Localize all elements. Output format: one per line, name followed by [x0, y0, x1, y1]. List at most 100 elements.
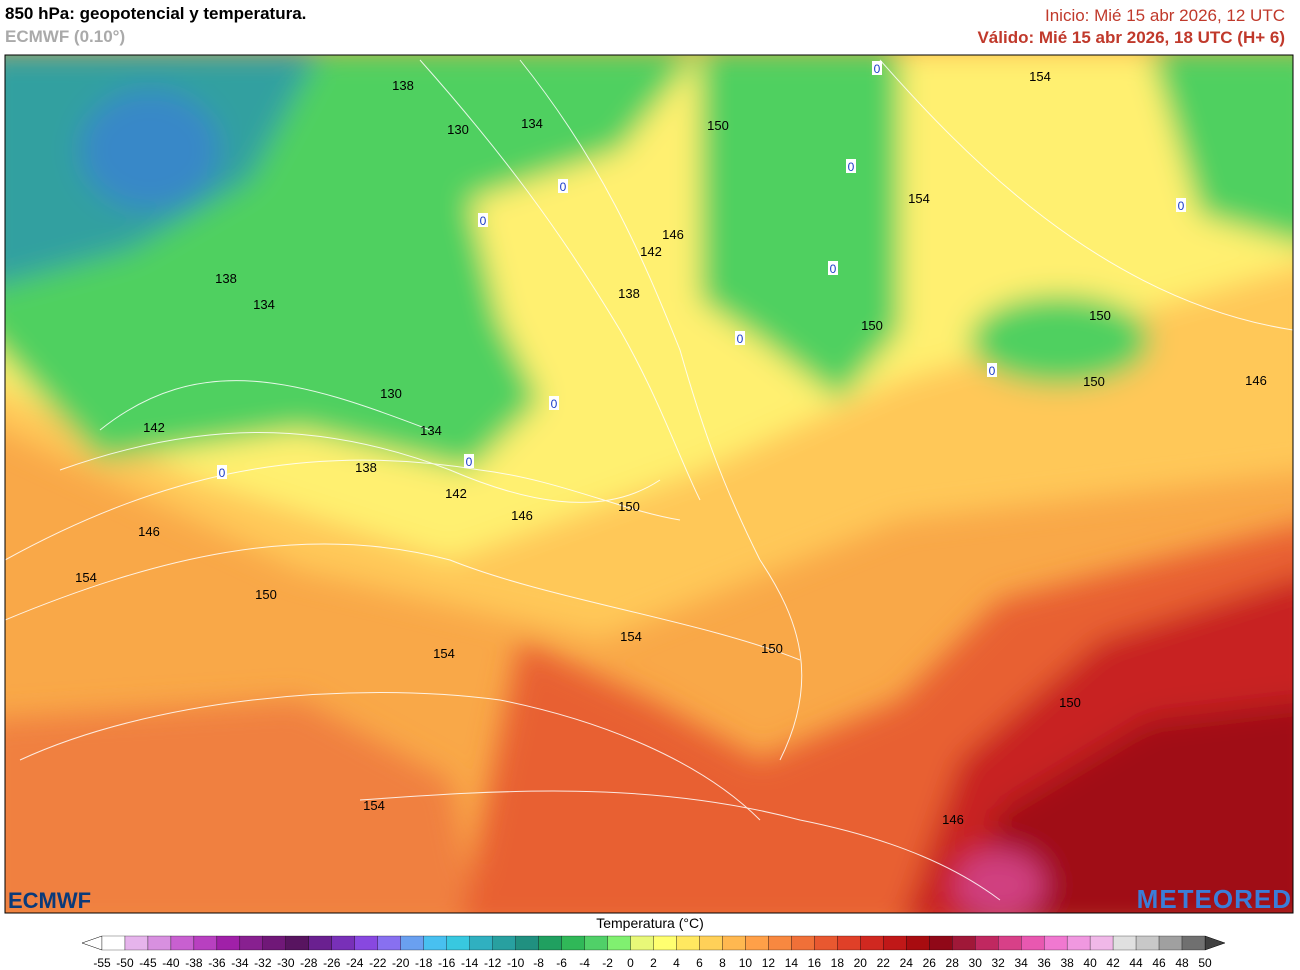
colorbar-tick-label: 36 [1037, 956, 1051, 970]
colorbar-segment [998, 935, 1022, 951]
contour-label: 154 [433, 646, 455, 661]
freezing-label: 0 [466, 455, 473, 469]
colorbar-tick-label: 8 [719, 956, 726, 970]
contour-label: 134 [253, 297, 275, 312]
colorbar-tick-label: 32 [992, 956, 1006, 970]
freezing-label-box [987, 363, 997, 377]
colorbar-segment [1181, 935, 1206, 951]
freezing-label: 0 [551, 397, 558, 411]
colorbar-segment [722, 935, 746, 951]
colorbar-segment [607, 935, 631, 951]
freezing-label-box [735, 331, 745, 345]
colorbar-tick-label: -38 [185, 956, 203, 970]
contour-label: 154 [908, 191, 930, 206]
colorbar-tick-label: 22 [877, 956, 891, 970]
colorbar-segment [147, 935, 172, 951]
freezing-label-box [549, 396, 559, 410]
colorbar-segment [193, 935, 218, 951]
colorbar-segment [630, 935, 654, 951]
contour-label: 142 [445, 486, 467, 501]
contour-label: 130 [380, 386, 402, 401]
contour-label: 150 [707, 118, 729, 133]
colorbar-tick-label: -18 [415, 956, 433, 970]
logo-ecmwf: ECMWF [8, 888, 92, 913]
colorbar-segment [492, 935, 516, 951]
colorbar-segment [906, 935, 930, 951]
colorbar-tick-label: 12 [762, 956, 776, 970]
colorbar-segment [584, 935, 608, 951]
title: 850 hPa: geopotencial y temperatura. [5, 4, 307, 23]
colorbar-tick-label: 40 [1083, 956, 1097, 970]
colorbar-tick-label: 48 [1175, 956, 1189, 970]
colorbar-tick-label: 28 [946, 956, 960, 970]
colorbar-segment [860, 935, 884, 951]
contour-label: 134 [420, 423, 442, 438]
colorbar-segment [1066, 935, 1091, 951]
contour-label: 142 [143, 420, 165, 435]
colorbar-tick-label: 30 [969, 956, 983, 970]
colorbar-tick-label: 44 [1129, 956, 1143, 970]
freezing-label-box [1176, 198, 1186, 212]
contour-label: 150 [255, 587, 277, 602]
freezing-label-box [872, 61, 882, 75]
contour-label: 150 [1083, 374, 1105, 389]
colorbar-segment [791, 935, 815, 951]
colorbar-tick-label: -28 [300, 956, 318, 970]
colorbar-tick-label: 0 [627, 956, 634, 970]
colorbar-segment [423, 935, 447, 951]
colorbar-segment [538, 935, 562, 951]
colorbar-tick-label: -32 [254, 956, 272, 970]
colorbar-segment [1021, 935, 1045, 951]
colorbar-segment [101, 935, 126, 951]
colorbar-segment [285, 935, 309, 951]
colorbar-segment [1089, 935, 1114, 951]
colorbar-tick-label: 16 [808, 956, 822, 970]
freezing-label: 0 [219, 466, 226, 480]
freezing-label: 0 [560, 180, 567, 194]
colorbar-tick-label: 6 [696, 956, 703, 970]
colorbar-segment [377, 935, 401, 951]
colorbar-tick-label: -36 [208, 956, 226, 970]
colorbar-segment [837, 935, 861, 951]
colorbar-over [1204, 935, 1226, 951]
colorbar-segment [745, 935, 769, 951]
colorbar-tick-label: -14 [461, 956, 479, 970]
colorbar-segment [400, 935, 424, 951]
colorbar-tick-label: -20 [392, 956, 410, 970]
freezing-label-box [558, 179, 568, 193]
contour-label: 154 [75, 570, 97, 585]
contour-label: 154 [1029, 69, 1051, 84]
valid-time: Válido: Mié 15 abr 2026, 18 UTC (H+ 6) [977, 28, 1285, 47]
colorbar-segment [170, 935, 195, 951]
colorbar-segment [1158, 935, 1183, 951]
freezing-label-box [828, 261, 838, 275]
colorbar-tick-label: 18 [831, 956, 845, 970]
colorbar-segment [515, 935, 539, 951]
contour-label: 138 [355, 460, 377, 475]
freezing-label-box [478, 213, 488, 227]
contour-label: 154 [363, 798, 385, 813]
colorbar-segment [446, 935, 470, 951]
contour-label: 150 [861, 318, 883, 333]
colorbar-segment [699, 935, 723, 951]
legend-title: Temperatura (°C) [596, 915, 704, 931]
colorbar-tick-label: 50 [1198, 956, 1212, 970]
contour-label: 146 [511, 508, 533, 523]
freezing-label: 0 [480, 214, 487, 228]
map-frame [4, 54, 1294, 914]
contour-label: 138 [618, 286, 640, 301]
colorbar-tick-label: -55 [93, 956, 111, 970]
colorbar-tick-label: 20 [854, 956, 868, 970]
colorbar-tick-label: -6 [556, 956, 567, 970]
colorbar-tick-label: 24 [900, 956, 914, 970]
freezing-label: 0 [1178, 199, 1185, 213]
freezing-label: 0 [830, 262, 837, 276]
contour-label: 142 [640, 244, 662, 259]
freezing-label: 0 [848, 160, 855, 174]
colorbar-tick-label: -40 [162, 956, 180, 970]
colorbar-segment [975, 935, 999, 951]
colorbar-segment [676, 935, 700, 951]
colorbar-segment [331, 935, 355, 951]
colorbar-segment [262, 935, 286, 951]
colorbar-segment [561, 935, 585, 951]
